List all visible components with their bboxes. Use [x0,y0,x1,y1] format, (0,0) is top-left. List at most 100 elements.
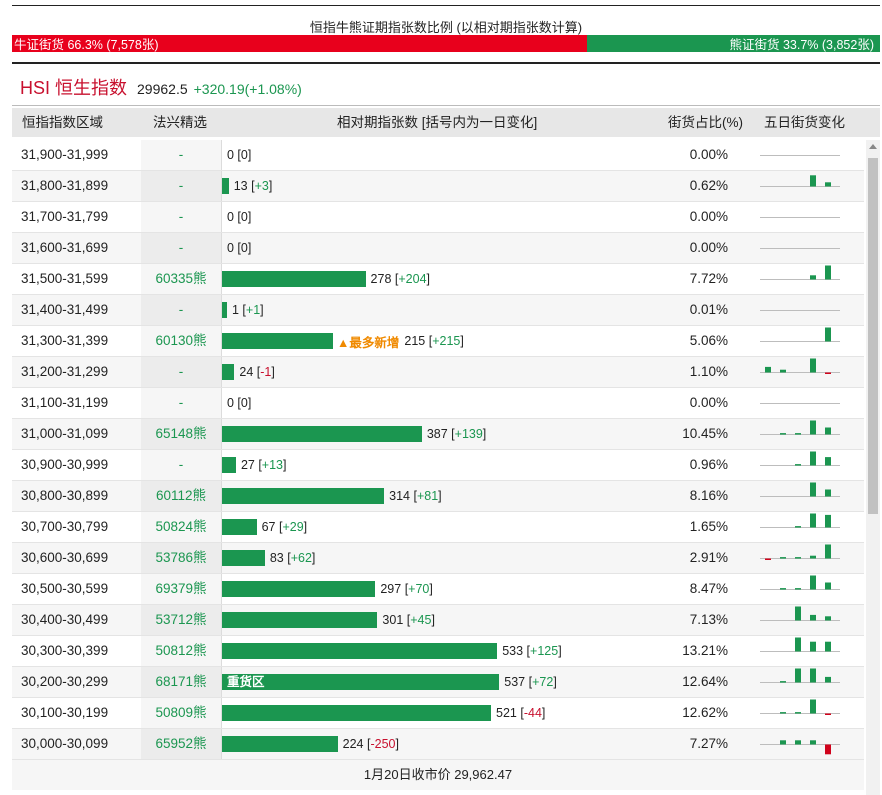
sparkline-bar [825,265,831,280]
pick-cell[interactable]: 60335熊 [141,264,221,294]
five-day-sparkline [760,248,840,249]
range-cell: 30,700-30,799 [21,519,109,534]
contracts-cell: 314 [+81] [222,481,442,511]
index-name[interactable]: HSI 恒生指数 [20,78,128,98]
daily-change: 0 [240,241,248,255]
table-row: 31,100-31,199 -0 [0] 0.00% [12,388,864,419]
percent-cell: 0.00% [689,147,728,162]
pick-cell[interactable]: 60112熊 [141,481,221,511]
percent-cell: 1.65% [689,519,728,534]
column-divider [221,543,222,573]
table-row: 30,300-30,399 50812熊 533 [+125] 13.21% [12,636,864,667]
contracts-bar [222,519,257,535]
contracts-cell: 521 [-44] [222,698,545,728]
range-cell: 30,100-30,199 [21,705,109,720]
table-row: 31,900-31,999 -0 [0] 0.00% [12,140,864,171]
contracts-bar [222,736,338,752]
contracts-cell: 0 [0] [222,202,251,232]
sparkline-bar [810,358,816,373]
percent-cell: 8.16% [689,488,728,503]
daily-change: +125 [530,644,559,658]
contracts-cell: 301 [+45] [222,605,435,635]
contracts-number: 537 [504,675,526,689]
column-divider [221,667,222,697]
column-divider [221,171,222,201]
table-row: 31,500-31,599 60335熊 278 [+204] 7.72% [12,264,864,295]
pick-cell[interactable]: 50812熊 [141,636,221,666]
contracts-cell: 387 [+139] [222,419,486,449]
daily-change: +204 [398,272,427,286]
range-cell: 31,500-31,599 [21,271,109,286]
pick-cell[interactable]: 65952熊 [141,729,221,759]
sparkline-bar [810,575,816,590]
contracts-number: 24 [239,365,254,379]
contracts-cell: 13 [+3] [222,171,272,201]
contracts-number: 83 [269,551,284,565]
contracts-number: 521 [496,706,517,720]
five-day-sparkline [760,740,840,755]
contracts-bar [222,364,235,380]
column-divider [221,419,222,449]
pick-cell: - [141,388,221,418]
section-rule [12,62,880,64]
scroll-up-arrow-icon[interactable] [869,144,877,149]
contracts-bar [222,550,265,566]
scrollbar-thumb[interactable] [868,158,878,514]
pick-cell[interactable]: 65148熊 [141,419,221,449]
percent-cell: 7.27% [689,736,728,751]
sparkline-bar [810,275,816,280]
contracts-cell: 83 [+62] [222,543,315,573]
daily-change: +45 [410,613,432,627]
contracts-bar [222,457,236,473]
bear-label: 熊证街货 33.7% (3,852张) [729,38,875,52]
pick-cell: - [141,295,221,325]
pick-cell[interactable]: 53712熊 [141,605,221,635]
contracts-number: 215 [404,334,426,348]
pick-cell[interactable]: 50824熊 [141,512,221,542]
table-row: 31,000-31,099 65148熊 387 [+139] 10.45% [12,419,864,450]
contracts-cell: 1 [+1] [222,295,264,325]
sparkline-bar [810,699,816,714]
contracts-cell: 297 [+70] [222,574,433,604]
contracts-cell: ▲最多新增 215 [+215] [222,326,464,356]
sparkline-bar [825,514,831,528]
pick-cell[interactable]: 68171熊 [141,667,221,697]
percent-cell: 5.06% [689,333,728,348]
range-cell: 31,700-31,799 [21,209,109,224]
contracts-number: 13 [233,179,248,193]
contracts-value: 301 [+45] [382,613,435,627]
column-divider [221,481,222,511]
table-row: 31,400-31,499 -1 [+1] 0.01% [12,295,864,326]
range-cell: 31,600-31,699 [21,240,109,255]
contracts-number: 278 [370,272,392,286]
pick-cell[interactable]: 50809熊 [141,698,221,728]
column-divider [221,698,222,728]
sparkline-bar [810,641,816,652]
pick-cell[interactable]: 60130熊 [141,326,221,356]
most-added-tag: ▲最多新增 [337,335,400,350]
range-cell: 31,100-31,199 [21,395,109,410]
sparkline-bar [810,420,816,435]
contracts-number: 0 [227,210,234,224]
contracts-cell: 重货区 537 [+72] [222,667,557,697]
top-rule [12,5,880,6]
percent-cell: 0.00% [689,240,728,255]
data-table-body: 31,900-31,999-0 [0] 0.00% 31,800-31,899-13… [12,140,864,760]
daily-change: +13 [261,458,284,472]
five-day-sparkline [760,217,840,218]
percent-cell: 12.64% [682,674,728,689]
contracts-cell: 533 [+125] [222,636,562,666]
contracts-cell: 278 [+204] [222,264,430,294]
column-divider [221,388,222,418]
contracts-value: 24 [-1] [239,365,275,379]
contracts-bar [222,302,227,318]
pick-cell[interactable]: 53786熊 [141,543,221,573]
table-row: 30,800-30,899 60112熊 314 [+81] 8.16% [12,481,864,512]
pick-cell[interactable]: 69379熊 [141,574,221,604]
range-cell: 30,300-30,399 [21,643,109,658]
contracts-bar [222,271,366,287]
five-day-sparkline [760,575,840,590]
contracts-number: 387 [426,427,448,441]
percent-cell: 10.45% [682,426,728,441]
sparkline-bar [795,740,801,745]
